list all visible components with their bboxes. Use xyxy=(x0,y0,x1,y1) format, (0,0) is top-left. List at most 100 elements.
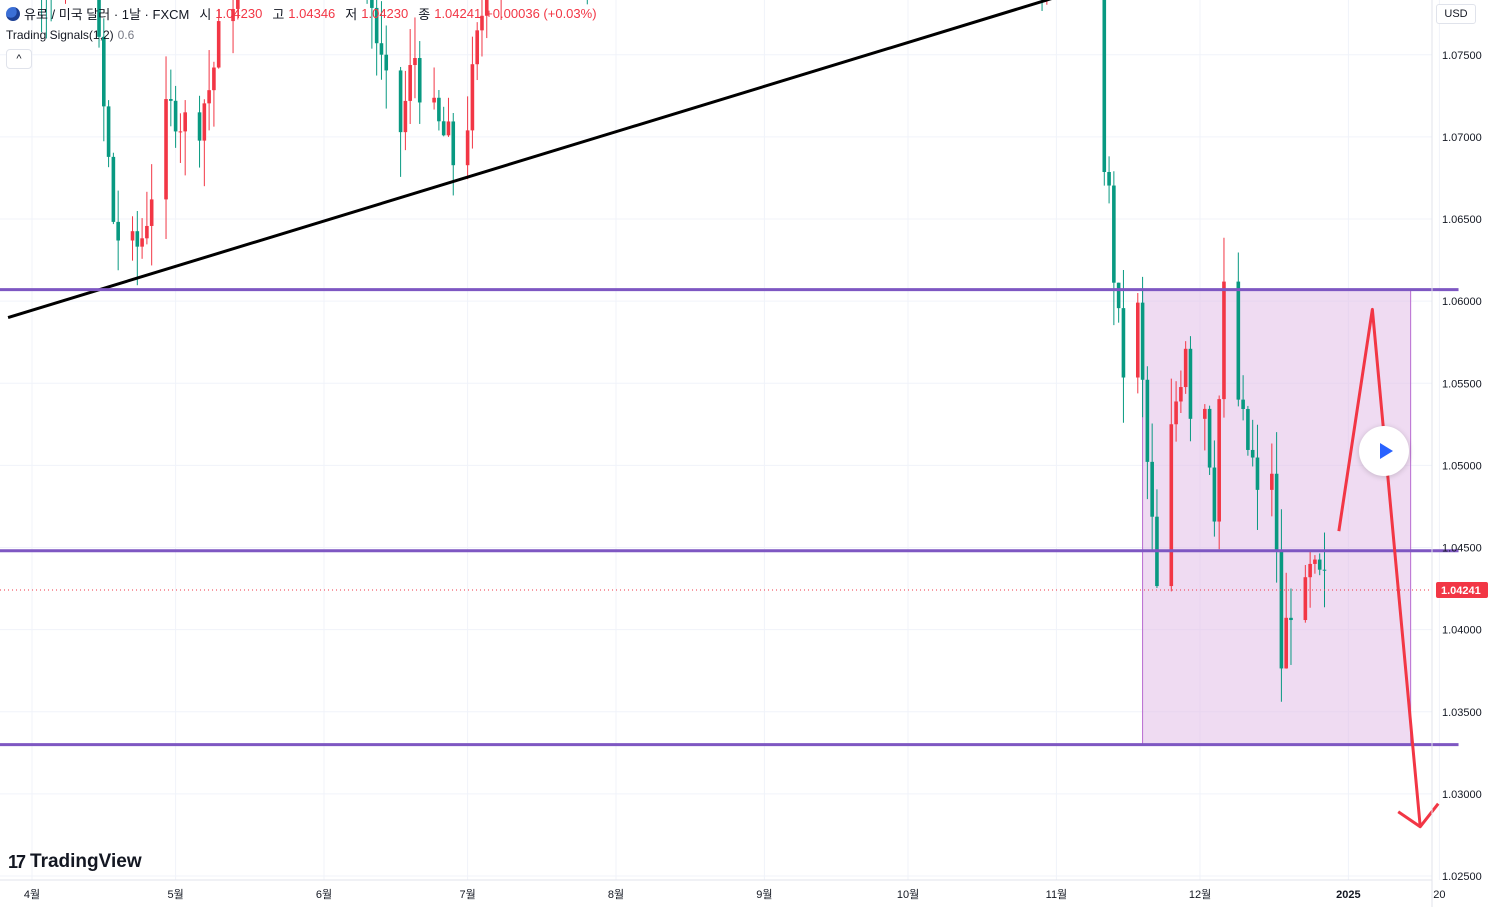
candle-body xyxy=(432,97,436,103)
channel-line[interactable] xyxy=(7,0,1458,320)
replay-button[interactable] xyxy=(1359,426,1409,476)
price-tick-label: 1.07000 xyxy=(1442,132,1482,144)
open-label: 시 xyxy=(199,7,212,22)
currency-button[interactable]: USD xyxy=(1436,4,1476,24)
price-axis[interactable]: 1.125001.120001.115001.110001.105001.100… xyxy=(1431,0,1488,907)
price-tick-label: 1.06500 xyxy=(1442,214,1482,226)
candle-body xyxy=(484,0,489,16)
time-tick-label: 2025 xyxy=(1336,889,1360,901)
candle-body xyxy=(379,43,384,55)
candle-body xyxy=(212,67,216,91)
candle-body xyxy=(1313,559,1317,564)
candle-body xyxy=(408,65,412,101)
candle-body xyxy=(437,97,441,122)
chart-grid xyxy=(0,0,1440,880)
candle-body xyxy=(97,0,101,37)
time-tick-label: 12월 xyxy=(1189,888,1211,901)
price-tick-label: 1.05500 xyxy=(1442,378,1482,390)
candle-body xyxy=(441,121,446,136)
price-tick-label: 1.02500 xyxy=(1442,871,1482,883)
collapse-legend-button[interactable]: ^ xyxy=(6,49,32,69)
price-tick-label: 1.06000 xyxy=(1442,296,1482,308)
symbol-header: 유로 / 미국 달러 · 1날 · FXCM 시 1.04230 고 1.04346… xyxy=(6,4,597,23)
candle-body xyxy=(1236,281,1241,400)
time-tick-label: 11월 xyxy=(1046,888,1068,901)
candle-body xyxy=(207,90,211,104)
price-tick-label: 1.04500 xyxy=(1442,543,1482,555)
candle-body xyxy=(1274,473,1279,550)
candle-body xyxy=(1250,449,1255,458)
change-value: +0.00036 (+0.03%) xyxy=(485,6,597,21)
high-label: 고 xyxy=(272,7,285,22)
candle-body xyxy=(1116,282,1121,309)
candle-body xyxy=(384,54,389,71)
candle-body xyxy=(1188,348,1193,419)
play-icon xyxy=(1379,443,1393,459)
candle-body xyxy=(374,7,379,44)
tradingview-logo[interactable]: 17 TradingView xyxy=(8,851,142,873)
candle-body xyxy=(178,131,183,133)
candle-body xyxy=(1203,408,1207,419)
indicator-name: Trading Signals(1,2) xyxy=(6,28,114,42)
candle-body xyxy=(1102,0,1107,173)
candle-series xyxy=(41,0,1327,702)
price-tick-label: 1.05000 xyxy=(1442,460,1482,472)
candle-body xyxy=(149,199,154,226)
candle-body xyxy=(475,30,479,65)
candle-body xyxy=(231,8,235,22)
open-value: 1.04230 xyxy=(215,6,263,21)
candle-body xyxy=(183,112,187,132)
candle-body xyxy=(465,130,470,166)
price-tick-label: 1.07500 xyxy=(1442,50,1482,62)
candle-body xyxy=(1169,424,1174,587)
candle-body xyxy=(480,15,484,31)
candle-body xyxy=(102,36,106,107)
time-tick-label: 10월 xyxy=(897,888,919,901)
candle-body xyxy=(398,70,403,133)
time-tick-label: 6월 xyxy=(316,888,332,901)
projection-path[interactable] xyxy=(1337,307,1422,827)
candle-body xyxy=(1217,399,1221,522)
candle-body xyxy=(1112,185,1116,283)
low-value: 1.04230 xyxy=(361,6,409,21)
tradingview-mark-icon: 17 xyxy=(8,851,26,872)
time-axis[interactable]: 4월 5월 6월 7월 8월 9월 10월 11월 12월 2025 20 xyxy=(0,879,1446,901)
candle-body xyxy=(1308,563,1312,578)
candle-body xyxy=(1317,559,1322,570)
candle-body xyxy=(1246,408,1250,450)
price-tick-label: 1.04000 xyxy=(1442,625,1482,637)
candle-body xyxy=(145,225,149,239)
candle-body xyxy=(140,238,144,247)
candle-body xyxy=(130,231,135,241)
time-tick-label: 9월 xyxy=(756,888,772,901)
candle-body xyxy=(202,103,207,141)
candle-body xyxy=(417,58,422,103)
candle-body xyxy=(1284,617,1288,669)
time-tick-label: 5월 xyxy=(167,888,183,901)
trend-lines[interactable] xyxy=(0,0,1459,747)
candle-body xyxy=(1289,617,1293,621)
symbol-title[interactable]: 유로 / 미국 달러 · 1날 · FXCM xyxy=(24,7,190,22)
candle-body xyxy=(1207,408,1212,468)
indicator-value: 0.6 xyxy=(117,28,135,42)
candle-body xyxy=(164,99,168,200)
last-price-badge xyxy=(1436,582,1488,599)
candle-body xyxy=(197,112,202,141)
candle-body xyxy=(1107,172,1111,186)
candle-body xyxy=(1145,379,1150,462)
candle-body xyxy=(451,121,456,166)
candle-body xyxy=(1303,577,1308,621)
time-tick-label: 7월 xyxy=(459,888,475,901)
candle-body xyxy=(1135,302,1140,378)
candle-body xyxy=(1121,308,1126,378)
candle-body xyxy=(470,64,475,131)
candle-body xyxy=(236,0,240,9)
indicator-legend[interactable]: Trading Signals(1,2) 0.6 xyxy=(6,28,134,42)
candle-body xyxy=(135,231,140,247)
candle-body xyxy=(446,121,451,136)
time-tick-label: 20 xyxy=(1433,889,1445,901)
candle-body xyxy=(116,221,120,241)
candle-body xyxy=(1179,387,1183,402)
high-value: 1.04346 xyxy=(288,6,336,21)
